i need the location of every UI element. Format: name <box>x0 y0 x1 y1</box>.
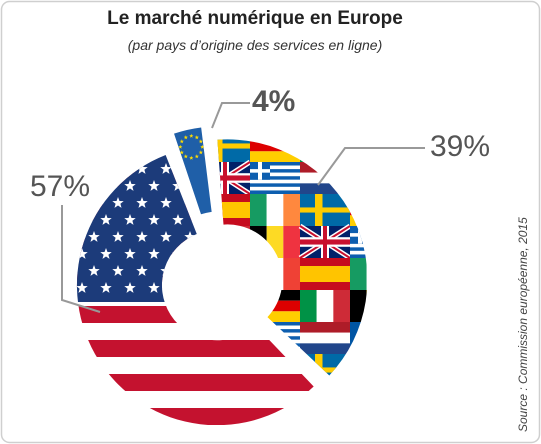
flag <box>350 254 368 258</box>
star <box>100 282 112 293</box>
star <box>76 282 88 293</box>
flag <box>350 250 368 255</box>
flag <box>266 194 284 226</box>
flag <box>223 162 227 194</box>
flag <box>350 258 367 290</box>
star <box>136 231 148 242</box>
flag <box>323 226 327 258</box>
star <box>148 282 160 293</box>
star <box>148 248 160 259</box>
flag <box>300 207 350 213</box>
value-label: 4% <box>252 85 295 118</box>
star <box>183 154 188 159</box>
star <box>160 163 172 174</box>
segment-pattern <box>178 133 205 160</box>
flag <box>250 176 300 180</box>
flag <box>350 233 368 237</box>
star <box>198 150 203 155</box>
flag <box>250 186 300 191</box>
star <box>76 248 88 259</box>
flag <box>250 169 270 173</box>
flag <box>300 343 350 354</box>
star <box>112 265 124 276</box>
flag <box>250 162 300 166</box>
star <box>88 265 100 276</box>
flag <box>300 367 350 373</box>
flag <box>217 139 223 162</box>
star <box>112 197 124 208</box>
flag <box>250 311 300 322</box>
star <box>183 135 188 140</box>
star <box>172 214 184 225</box>
flag <box>350 243 368 248</box>
flag <box>350 290 367 322</box>
flag <box>217 202 250 218</box>
star <box>189 133 194 138</box>
flag <box>283 194 300 226</box>
flag <box>250 179 300 184</box>
star <box>194 135 199 140</box>
star <box>198 139 203 144</box>
star <box>136 197 148 208</box>
star <box>184 231 196 242</box>
flag <box>333 290 350 322</box>
star <box>136 163 148 174</box>
star <box>124 282 136 293</box>
flag <box>300 290 317 322</box>
star <box>88 231 100 242</box>
flag <box>250 322 300 326</box>
star <box>100 214 112 225</box>
value-label: 39% <box>430 130 490 163</box>
star <box>160 197 172 208</box>
flag <box>300 266 350 282</box>
flag <box>250 151 300 162</box>
star <box>124 248 136 259</box>
flag <box>283 258 300 290</box>
flag <box>315 354 323 376</box>
star <box>148 180 160 191</box>
source: Source : Commission européenne, 2015 <box>516 217 530 432</box>
star <box>179 139 184 144</box>
star <box>179 150 184 155</box>
flag <box>366 258 368 290</box>
flag <box>300 332 350 344</box>
flag <box>283 226 300 258</box>
leader-line <box>61 205 101 313</box>
flag <box>250 165 300 170</box>
leader-line <box>211 102 250 129</box>
star <box>178 144 183 149</box>
star <box>124 214 136 225</box>
flag <box>250 190 300 194</box>
flag <box>316 290 334 322</box>
star <box>200 144 205 149</box>
flag <box>250 172 300 177</box>
flag <box>300 183 350 194</box>
donut-segment <box>174 127 212 215</box>
leader-line <box>317 147 425 186</box>
star <box>112 231 124 242</box>
star <box>136 265 148 276</box>
star <box>194 154 199 159</box>
flag <box>217 175 250 181</box>
star <box>124 180 136 191</box>
star <box>148 214 160 225</box>
flag <box>217 143 250 149</box>
star <box>100 248 112 259</box>
star <box>160 231 172 242</box>
flag <box>250 169 300 173</box>
value-label: 57% <box>30 170 90 203</box>
chart-subtitle: (par pays d’origine des services en lign… <box>128 37 382 53</box>
flag <box>250 183 300 187</box>
flag <box>350 247 368 251</box>
flag <box>250 194 267 226</box>
star <box>189 155 194 160</box>
chart-title: Le marché numérique en Europe <box>107 8 403 29</box>
flag <box>300 322 350 333</box>
